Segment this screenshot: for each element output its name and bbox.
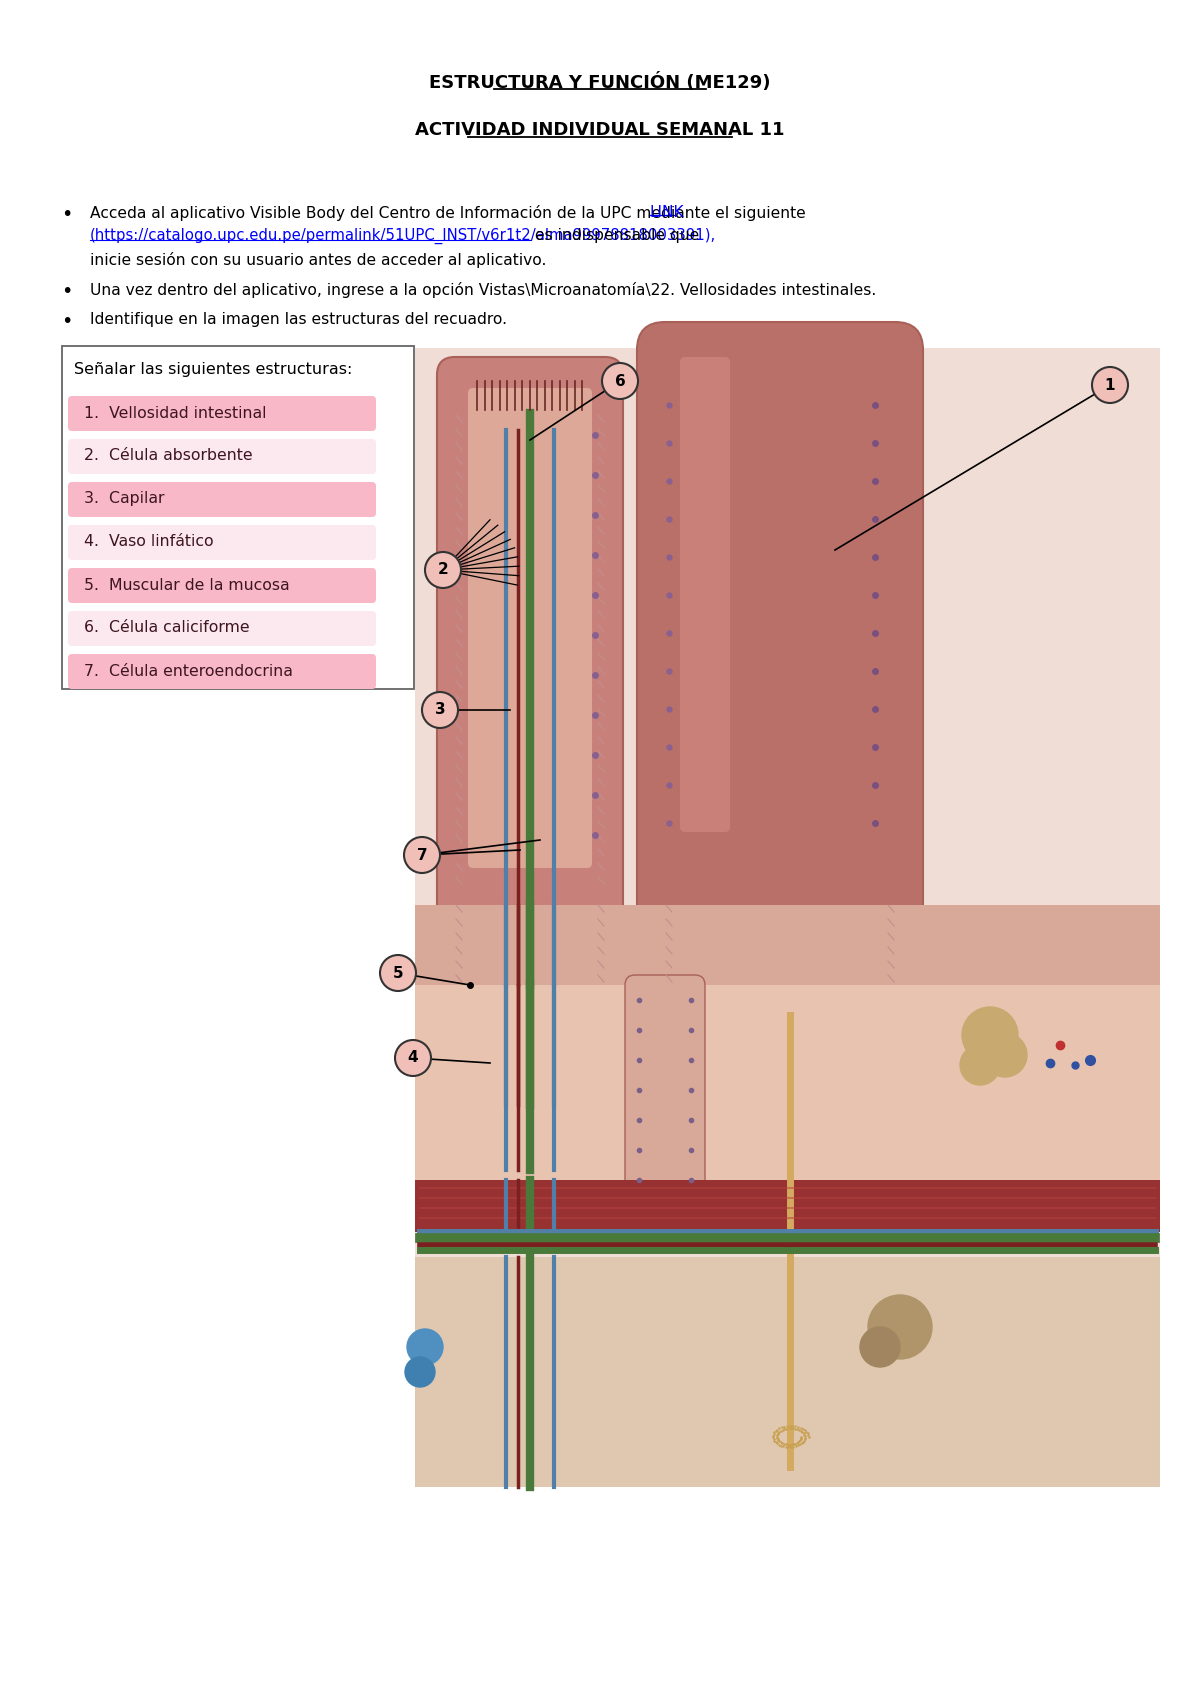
FancyBboxPatch shape [680,356,730,832]
Circle shape [380,955,416,991]
Text: Acceda al aplicativo Visible Body del Centro de Información de la UPC mediante e: Acceda al aplicativo Visible Body del Ce… [90,205,811,221]
FancyBboxPatch shape [637,322,923,944]
FancyBboxPatch shape [62,346,414,689]
Circle shape [860,1327,900,1368]
Text: Una vez dentro del aplicativo, ingrese a la opción Vistas\Microanatomía\22. Vell: Una vez dentro del aplicativo, ingrese a… [90,282,876,299]
FancyBboxPatch shape [68,440,376,473]
Circle shape [602,363,638,399]
Circle shape [1092,367,1128,402]
FancyBboxPatch shape [415,905,1160,984]
Text: 3: 3 [434,703,445,718]
Circle shape [962,1006,1018,1062]
Circle shape [395,1040,431,1076]
Text: 7.  Célula enteroendocrina: 7. Célula enteroendocrina [84,664,293,679]
Text: ESTRUCTURA Y FUNCIÓN (ME129): ESTRUCTURA Y FUNCIÓN (ME129) [430,73,770,92]
Text: •: • [61,312,73,331]
Circle shape [407,1329,443,1364]
FancyBboxPatch shape [68,568,376,602]
Circle shape [425,552,461,587]
Text: ACTIVIDAD INDIVIDUAL SEMANAL 11: ACTIVIDAD INDIVIDUAL SEMANAL 11 [415,120,785,139]
FancyBboxPatch shape [68,611,376,647]
FancyBboxPatch shape [415,1179,1160,1232]
Text: 3.  Capilar: 3. Capilar [84,492,164,506]
Text: 2: 2 [438,562,449,577]
FancyBboxPatch shape [68,395,376,431]
Text: 4: 4 [408,1050,419,1066]
FancyBboxPatch shape [68,524,376,560]
FancyBboxPatch shape [468,389,592,867]
FancyBboxPatch shape [437,356,623,923]
Text: (https://catalogo.upc.edu.pe/permalink/51UPC_INST/v6r1t2/alma99978818003391),: (https://catalogo.upc.edu.pe/permalink/5… [90,227,716,244]
Text: •: • [61,282,73,300]
Text: 6: 6 [614,373,625,389]
Circle shape [406,1358,436,1386]
Text: 5: 5 [392,966,403,981]
Text: LINK: LINK [649,205,684,221]
Text: es indispensable que: es indispensable que [530,227,700,243]
Circle shape [960,1045,1000,1084]
Circle shape [983,1033,1027,1078]
FancyBboxPatch shape [415,1257,1160,1487]
FancyBboxPatch shape [68,482,376,518]
Text: 7: 7 [416,847,427,862]
FancyBboxPatch shape [415,348,1160,1308]
Text: Identifique en la imagen las estructuras del recuadro.: Identifique en la imagen las estructuras… [90,312,508,328]
Text: 4.  Vaso linfático: 4. Vaso linfático [84,535,214,550]
Circle shape [404,837,440,872]
Text: 2.  Célula absorbente: 2. Célula absorbente [84,448,253,463]
Circle shape [422,692,458,728]
Text: •: • [61,205,73,224]
FancyBboxPatch shape [625,976,706,1220]
Text: 6.  Célula caliciforme: 6. Célula caliciforme [84,621,250,635]
FancyBboxPatch shape [415,984,1160,1179]
Text: 1: 1 [1105,377,1115,392]
Text: inicie sesión con su usuario antes de acceder al aplicativo.: inicie sesión con su usuario antes de ac… [90,251,546,268]
Text: 5.  Muscular de la mucosa: 5. Muscular de la mucosa [84,577,289,592]
Text: Señalar las siguientes estructuras:: Señalar las siguientes estructuras: [74,361,353,377]
Text: 1.  Vellosidad intestinal: 1. Vellosidad intestinal [84,406,266,421]
FancyBboxPatch shape [68,653,376,689]
Circle shape [868,1295,932,1359]
